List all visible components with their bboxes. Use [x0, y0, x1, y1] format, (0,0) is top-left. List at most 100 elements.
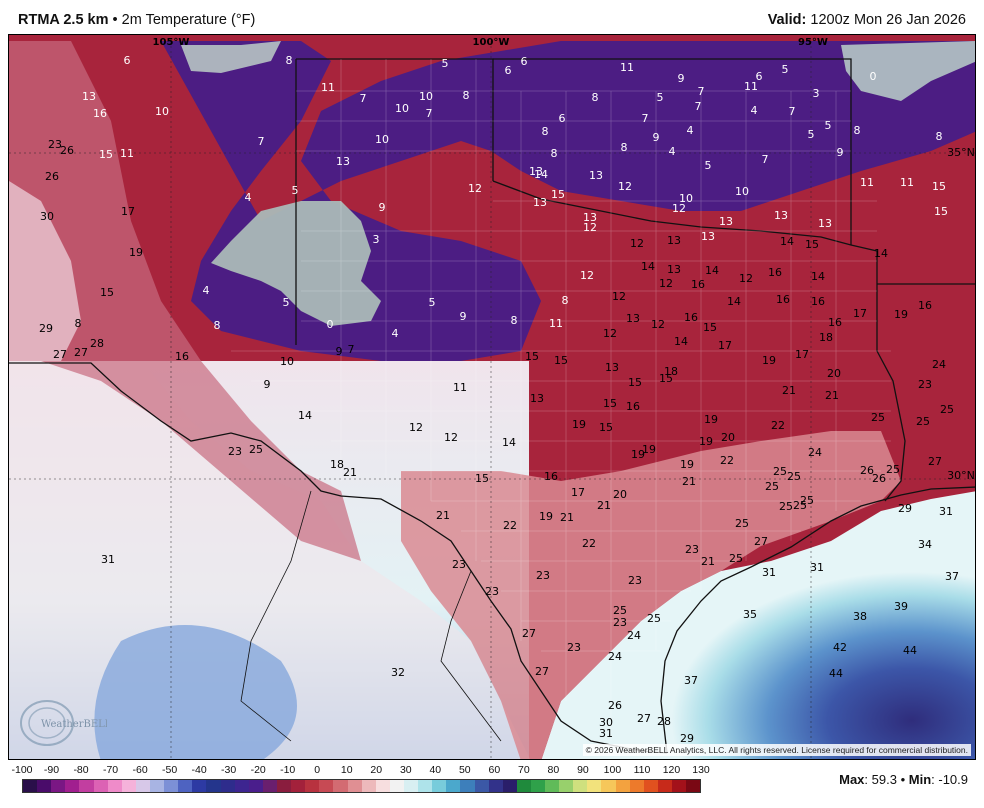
temperature-label: 16	[918, 299, 932, 312]
oklahoma-south-border	[492, 180, 878, 252]
latitude-label: 30°N	[947, 469, 975, 482]
longitude-label: 95°W	[798, 37, 828, 48]
temperature-label: 11	[321, 81, 335, 94]
temperature-label: 12	[739, 272, 753, 285]
min-value: : -10.9	[931, 772, 968, 787]
temperature-label: 17	[795, 348, 809, 361]
temperature-label: 14	[780, 235, 794, 248]
temperature-label: 15	[551, 188, 565, 201]
temperature-label: 12	[659, 277, 673, 290]
temperature-label: 15	[703, 321, 717, 334]
temperature-label: 23	[48, 138, 62, 151]
temperature-label: 10	[375, 133, 389, 146]
temperature-label: 16	[776, 293, 790, 306]
temperature-label: 0	[327, 318, 334, 331]
temperature-label: 12	[444, 431, 458, 444]
temperature-label: 30	[40, 210, 54, 223]
temperature-label: 24	[627, 629, 641, 642]
colorbar-swatch	[446, 780, 461, 792]
temperature-label: 9	[653, 131, 660, 144]
temperature-label: 5	[782, 63, 789, 76]
temperature-label: 16	[93, 107, 107, 120]
temperature-label: 11	[744, 80, 758, 93]
temperature-label: 9	[379, 201, 386, 214]
temperature-label: 18	[819, 331, 833, 344]
temperature-label: 13	[589, 169, 603, 182]
colorbar-tick-label: 80	[547, 764, 560, 776]
colorbar-swatch	[573, 780, 588, 792]
temperature-label: 12	[580, 269, 594, 282]
valid-time: Valid: 1200z Mon 26 Jan 2026	[768, 12, 966, 28]
temperature-label: 27	[637, 712, 651, 725]
temperature-label: 12	[612, 290, 626, 303]
county-grid	[231, 59, 891, 741]
temperature-label: 5	[657, 91, 664, 104]
copyright-notice: © 2026 WeatherBELL Analytics, LLC. All r…	[582, 744, 971, 756]
temperature-label: 26	[872, 472, 886, 485]
colorbar-swatch	[51, 780, 66, 792]
colorbar-swatch	[276, 780, 292, 792]
southwest-pink-zone	[9, 41, 361, 561]
temperature-label: 23	[485, 585, 499, 598]
temperature-label: 25	[916, 415, 930, 428]
temperature-label: 19	[894, 308, 908, 321]
temperature-label: 7	[360, 92, 367, 105]
temperature-label: 12	[651, 318, 665, 331]
temperature-label: 19	[680, 458, 694, 471]
temperature-label: 3	[373, 233, 380, 246]
colorbar-swatch	[262, 780, 277, 792]
temperature-label: 5	[292, 184, 299, 197]
colorbar-swatch	[206, 780, 221, 792]
colorbar-swatch	[23, 780, 38, 792]
valid-label: Valid:	[767, 12, 807, 28]
temperature-label: 24	[932, 358, 946, 371]
temperature-label: 14	[674, 335, 688, 348]
temperature-label: 27	[74, 346, 88, 359]
temperature-label: 25	[886, 463, 900, 476]
temperature-label: 20	[613, 488, 627, 501]
temperature-label: 16	[544, 470, 558, 483]
temperature-label: 8	[286, 54, 293, 67]
temperature-label: 13	[583, 211, 597, 224]
temperature-label: 10	[679, 192, 693, 205]
temperature-label: 27	[522, 627, 536, 640]
temperature-label: 5	[808, 128, 815, 141]
temperature-label: 13	[667, 234, 681, 247]
max-value: : 59.3	[864, 772, 897, 787]
temperature-label: 22	[771, 419, 785, 432]
stats-separator: •	[900, 772, 906, 787]
temperature-label: 8	[463, 89, 470, 102]
temperature-label: 5	[705, 159, 712, 172]
temperature-label: 7	[348, 343, 355, 356]
temperature-label: 25	[871, 411, 885, 424]
colorbar-tick-label: 60	[488, 764, 501, 776]
temperature-label: 34	[918, 538, 932, 551]
temperature-label: 8	[562, 294, 569, 307]
temperature-label: 16	[768, 266, 782, 279]
colorbar-swatch	[305, 780, 320, 792]
temperature-label: 27	[754, 535, 768, 548]
temperature-label: 10	[395, 102, 409, 115]
variable-name: 2m Temperature (°F)	[121, 12, 256, 28]
temperature-label: 11	[860, 176, 874, 189]
temperature-label: 5	[825, 119, 832, 132]
texas-gulf-coast	[660, 486, 975, 754]
temperature-label: 12	[603, 327, 617, 340]
colorbar-tick-label: 130	[692, 764, 710, 776]
temperature-label: 37	[945, 570, 959, 583]
temperature-label: 14	[874, 247, 888, 260]
temperature-map[interactable]: 105°W 100°W 95°W 6 8 5 6 6 11 9 6 5 3 0 13 16 10 11 7 10 10…	[8, 34, 976, 760]
colorbar-swatch	[587, 780, 602, 792]
colorbar-tick-label: -90	[43, 764, 60, 776]
temperature-label: 10	[419, 90, 433, 103]
county-lines-vertical	[340, 59, 837, 741]
colorbar-swatch	[530, 780, 546, 792]
temperature-label: 13	[530, 392, 544, 405]
temperature-label: 15	[805, 238, 819, 251]
temperature-label: 9	[336, 345, 343, 358]
colorbar-tick-label: 50	[458, 764, 471, 776]
colorbar-tick-label: -100	[11, 764, 33, 776]
temperature-label: 31	[599, 727, 613, 740]
temperature-label: 17	[853, 307, 867, 320]
